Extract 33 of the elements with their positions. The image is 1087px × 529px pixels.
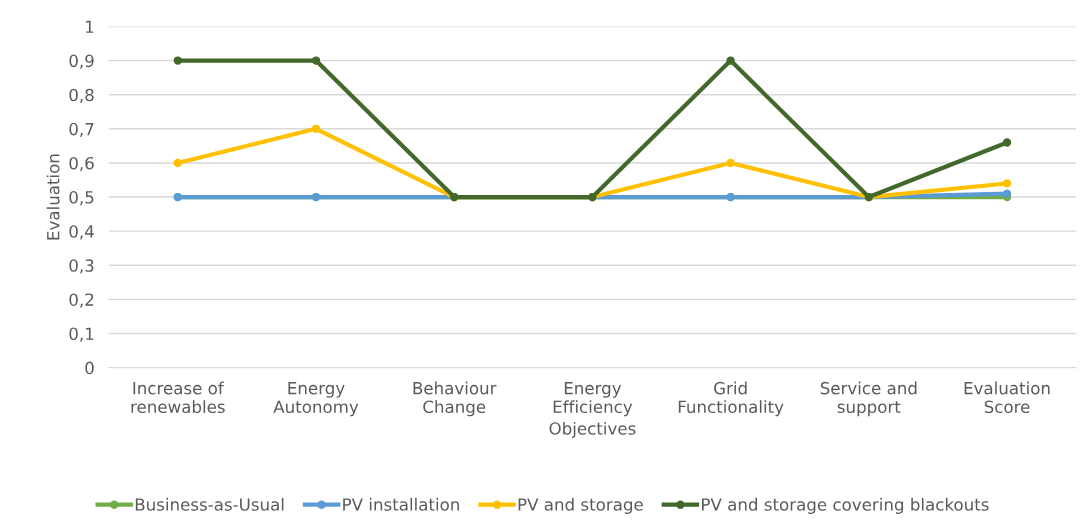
y-tick-label: 0,2 bbox=[69, 293, 94, 308]
legend-label: PV and storage covering blackouts bbox=[702, 497, 989, 514]
y-tick-label: 0 bbox=[85, 361, 94, 375]
x-tick-label: Energy Efficiency bbox=[553, 382, 633, 417]
point bbox=[173, 158, 182, 168]
x-axis-title: Objectives bbox=[549, 421, 636, 439]
y-tick-label: 0,7 bbox=[69, 122, 94, 138]
y-tick-label: 0,5 bbox=[69, 191, 94, 206]
y-tick-label: 0,4 bbox=[69, 225, 94, 240]
x-tick-label: Behaviour Change bbox=[413, 381, 497, 417]
legend-label: Business-as-Usual bbox=[135, 497, 284, 511]
point bbox=[311, 124, 321, 133]
y-tick-label: 1 bbox=[86, 20, 94, 33]
x-tick-label: Evaluation Score bbox=[964, 381, 1050, 414]
y-axis-title: Evaluation bbox=[46, 154, 60, 240]
y-tick-label: 0,8 bbox=[69, 88, 94, 103]
point bbox=[726, 158, 735, 168]
point bbox=[1002, 138, 1012, 147]
legend-label: PV installation bbox=[343, 497, 459, 511]
x-tick-label: Grid Functionality bbox=[678, 381, 784, 417]
point bbox=[1002, 189, 1012, 198]
y-tick-label: 0,1 bbox=[69, 327, 94, 342]
legend-label: PV and storage bbox=[518, 497, 643, 514]
x-tick-label: Service and support bbox=[820, 381, 917, 417]
point bbox=[173, 56, 182, 65]
point bbox=[726, 56, 735, 65]
x-tick-label: Energy Autonomy bbox=[273, 382, 359, 417]
x-tick-label: Increase of renewables bbox=[131, 381, 225, 414]
point bbox=[1002, 179, 1012, 188]
y-tick-label: 0,9 bbox=[69, 54, 94, 69]
point bbox=[311, 56, 321, 65]
y-tick-label: 0,6 bbox=[69, 156, 94, 172]
y-tick-label: 0,3 bbox=[69, 259, 94, 274]
